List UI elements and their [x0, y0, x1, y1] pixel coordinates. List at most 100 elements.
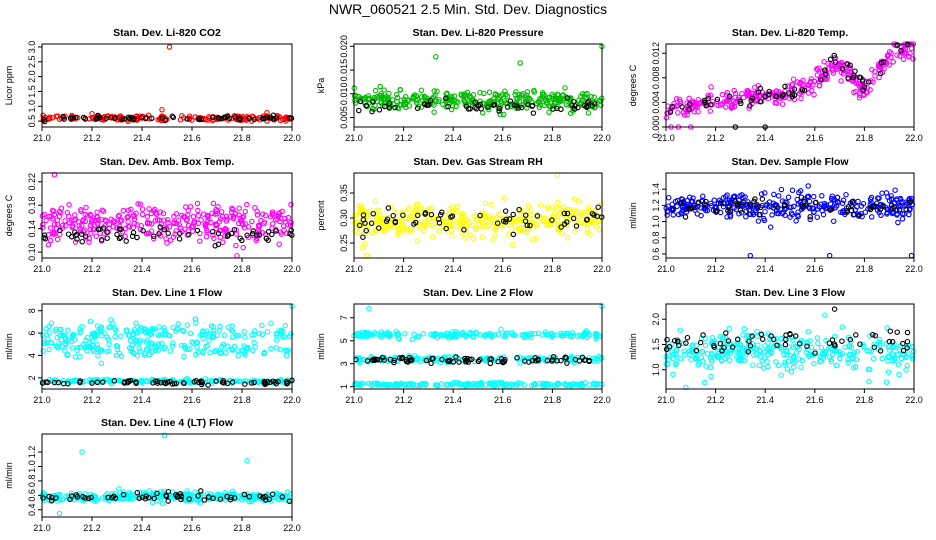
- x-tick-label: 22.0: [283, 133, 301, 143]
- data-point: [775, 204, 781, 211]
- y-axis-label: Licor ppm: [4, 66, 14, 106]
- data-point: [72, 354, 79, 360]
- data-point: [697, 339, 704, 346]
- data-point: [82, 235, 89, 241]
- data-point: [72, 239, 79, 245]
- data-point: [498, 223, 505, 229]
- data-point: [119, 116, 125, 122]
- data-point: [826, 340, 833, 346]
- data-point: [264, 328, 271, 335]
- data-point: [411, 221, 417, 227]
- data-point: [550, 106, 556, 112]
- data-point: [417, 358, 424, 365]
- data-point: [98, 237, 105, 243]
- data-point: [877, 70, 884, 77]
- data-point: [894, 42, 900, 48]
- data-point: [282, 322, 289, 329]
- data-point: [848, 202, 855, 209]
- data-points: [351, 303, 605, 390]
- y-tick-label: 0.10: [27, 243, 37, 261]
- data-point: [402, 382, 408, 389]
- data-point: [439, 209, 445, 216]
- data-point: [423, 357, 430, 364]
- data-point: [356, 357, 362, 363]
- data-point: [421, 219, 427, 225]
- data-point: [215, 204, 221, 210]
- data-point: [886, 62, 893, 68]
- plot-frame: [41, 43, 293, 128]
- data-point: [431, 88, 437, 94]
- data-point: [71, 331, 77, 338]
- data-point: [870, 204, 876, 210]
- data-point: [137, 226, 144, 233]
- data-point: [537, 96, 543, 102]
- y-tick-label: 1.5: [651, 338, 661, 351]
- data-point: [52, 328, 58, 334]
- data-point: [877, 341, 883, 347]
- data-point: [717, 333, 724, 340]
- data-point: [86, 344, 92, 350]
- data-point: [506, 216, 513, 222]
- data-point: [387, 332, 394, 339]
- data-point: [186, 231, 192, 238]
- data-point: [215, 230, 222, 237]
- x-tick-label: 22.0: [905, 395, 923, 405]
- data-point: [48, 340, 55, 346]
- data-point: [774, 342, 780, 349]
- data-point: [181, 353, 187, 360]
- data-point: [828, 356, 834, 363]
- data-point: [280, 328, 286, 335]
- x-tick-label: 22.0: [905, 264, 923, 274]
- data-point: [894, 329, 900, 335]
- outlier-point: [166, 44, 173, 50]
- data-point: [176, 221, 183, 228]
- data-point: [435, 98, 442, 105]
- data-point: [421, 222, 427, 228]
- data-point: [785, 358, 792, 364]
- data-point: [860, 200, 867, 207]
- data-point: [277, 218, 283, 225]
- data-point: [689, 342, 696, 348]
- data-point: [677, 200, 684, 206]
- y-tick-label: 2.0: [651, 313, 661, 326]
- data-point: [684, 334, 691, 341]
- data-point: [519, 217, 526, 224]
- data-point: [550, 204, 556, 211]
- y-tick-label: 0.35: [339, 184, 349, 202]
- data-point: [470, 334, 476, 340]
- data-point: [209, 333, 216, 340]
- data-point: [773, 359, 779, 365]
- data-point: [139, 211, 146, 218]
- data-point: [277, 346, 284, 353]
- data-point: [440, 101, 446, 108]
- data-point: [510, 241, 516, 248]
- y-tick-label: 7: [339, 315, 349, 320]
- data-point: [716, 197, 723, 204]
- data-point: [557, 330, 564, 337]
- data-point: [757, 211, 763, 218]
- data-point: [596, 218, 602, 224]
- data-point: [783, 347, 789, 353]
- data-point: [155, 332, 162, 339]
- data-point: [669, 103, 675, 110]
- data-point: [167, 332, 173, 339]
- data-point: [558, 221, 565, 228]
- data-point: [466, 381, 473, 388]
- data-point: [683, 340, 689, 346]
- data-point: [185, 222, 192, 229]
- data-point: [720, 195, 727, 201]
- data-point: [563, 102, 570, 108]
- data-point: [95, 226, 102, 233]
- plot-frame: [353, 303, 603, 390]
- data-point: [703, 363, 709, 369]
- data-point: [737, 98, 743, 104]
- data-point: [126, 332, 133, 338]
- data-point: [157, 224, 163, 230]
- data-point: [870, 355, 877, 362]
- data-point: [872, 332, 879, 339]
- data-point: [276, 241, 282, 247]
- data-point: [195, 493, 201, 499]
- data-point: [513, 381, 519, 388]
- data-point: [225, 232, 232, 238]
- data-point: [185, 208, 191, 214]
